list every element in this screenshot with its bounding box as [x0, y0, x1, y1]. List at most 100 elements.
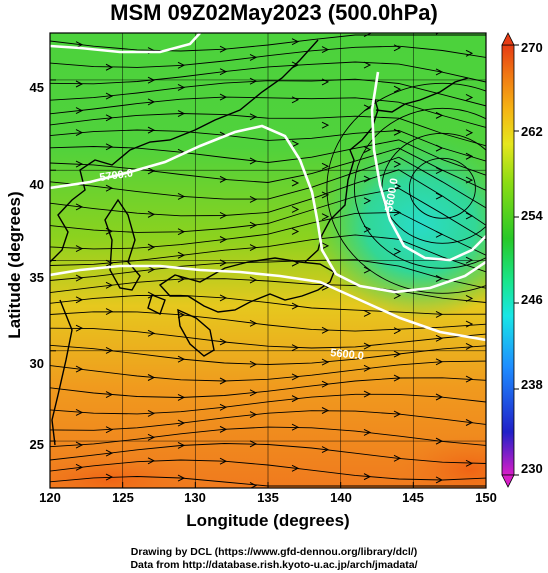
colorbar-tick-label: 262 [521, 124, 543, 139]
colorbar [501, 44, 515, 476]
wind-arrowhead [291, 423, 300, 431]
wind-arrowhead [435, 275, 444, 282]
wind-arrowhead [321, 380, 330, 388]
wind-arrowhead [363, 342, 372, 350]
wind-arrowhead [147, 167, 156, 175]
wind-arrowhead [291, 96, 300, 104]
wind-arrowhead [291, 228, 300, 235]
wind-arrowhead [147, 210, 156, 218]
wind-arrowhead [147, 433, 156, 441]
wind-arrowhead [177, 84, 186, 91]
colorbar-tick-marks [514, 44, 519, 476]
wind-arrowhead [75, 463, 84, 471]
cyclone-streamline [408, 157, 476, 219]
wind-arrowhead [219, 93, 228, 101]
wind-arrowhead [177, 419, 186, 427]
wind-arrowhead [219, 338, 228, 346]
wind-arrowhead [393, 248, 402, 255]
wind-arrowhead [177, 192, 186, 200]
wind-arrowhead [321, 46, 330, 54]
wind-arrowhead [465, 176, 474, 184]
wind-arrowhead [249, 440, 258, 448]
wind-arrowhead [393, 160, 402, 168]
wind-arrowhead [75, 203, 84, 211]
wind-arrowhead [249, 113, 258, 121]
wind-arrowhead [75, 245, 84, 253]
wind-arrowhead [291, 38, 300, 46]
wind-arrowhead [393, 327, 402, 335]
wind-arrowhead [219, 377, 228, 385]
wind-arrowhead [219, 425, 228, 433]
x-tick-label: 150 [475, 490, 497, 505]
wind-arrowhead [363, 473, 372, 481]
wind-arrowhead [147, 98, 156, 106]
wind-arrowhead [219, 212, 228, 219]
data-credit: Data from http://database.rish.kyoto-u.a… [130, 559, 418, 571]
contour-label-3: 5600.0 [330, 347, 365, 362]
wind-arrowhead [75, 365, 84, 373]
wind-arrowhead [393, 85, 402, 93]
y-tick-label: 45 [29, 80, 44, 95]
wind-arrowhead [435, 68, 444, 76]
wind-arrowhead [393, 454, 402, 462]
wind-arrowhead [393, 374, 402, 382]
drawing-credit: Drawing by DCL (https://www.gfd-dennou.o… [130, 546, 418, 558]
y-tick-label: 35 [29, 270, 44, 285]
wind-arrowhead [465, 459, 474, 467]
y-tick-label: 25 [29, 437, 44, 452]
wind-arrowhead [249, 276, 258, 284]
wind-arrowhead [363, 428, 372, 436]
wind-arrowhead [219, 45, 228, 53]
cyclone-streamline [326, 82, 486, 294]
colorbar-max-arrow [501, 32, 515, 46]
wind-arrowhead [363, 197, 372, 205]
wind-arrowhead [105, 259, 114, 267]
wind-arrowhead [363, 146, 372, 154]
wind-arrowhead [147, 126, 156, 134]
wind-arrowhead [321, 213, 330, 221]
wind-arrowhead [291, 344, 300, 352]
wind-arrowhead [465, 212, 474, 220]
wind-arrowhead [105, 143, 114, 151]
wind-arrowhead [147, 409, 156, 417]
height-contours [50, 33, 486, 342]
wind-arrowhead [75, 129, 84, 137]
wind-arrowhead [249, 244, 258, 251]
wind-arrowhead [393, 44, 402, 52]
wind-arrowhead [249, 360, 258, 368]
wind-arrowhead [249, 53, 258, 61]
wind-arrowhead [105, 281, 114, 289]
wind-arrowhead [291, 179, 300, 187]
wind-arrowhead [177, 228, 186, 236]
wind-arrowhead [363, 310, 372, 317]
wind-arrowhead [105, 92, 114, 100]
wind-arrowhead [105, 449, 114, 457]
x-axis-label: Longitude (degrees) [186, 511, 350, 530]
cyclone-streamline [353, 107, 486, 269]
colorbar-tick-label: 238 [521, 377, 543, 392]
wind-arrowhead [435, 111, 444, 119]
wind-arrowhead [249, 221, 258, 229]
wind-arrowhead [291, 205, 300, 213]
wind-arrowhead [393, 410, 402, 418]
wind-arrowhead [465, 342, 474, 350]
x-tick-label: 125 [112, 490, 134, 505]
wind-arrowhead [363, 390, 372, 398]
cold-core [310, 130, 486, 320]
wind-arrowhead [105, 308, 114, 315]
wind-arrowhead [219, 259, 228, 267]
wind-arrowhead [75, 409, 84, 416]
wind-arrowhead [249, 411, 258, 418]
wind-arrowhead [75, 107, 84, 115]
wind-arrowhead [219, 294, 228, 302]
wind-arrowhead [147, 457, 156, 465]
colorbar-min-arrow [501, 474, 515, 488]
wind-arrowhead [177, 61, 186, 69]
wind-arrowhead [291, 373, 300, 381]
x-tick-label: 145 [402, 490, 424, 505]
y-axis-label: Latitude (degrees) [5, 191, 24, 339]
wind-arrowhead [393, 292, 402, 300]
map-title: MSM 09Z02May2023 (500.0hPa) [110, 0, 438, 25]
wind-arrowhead [465, 152, 474, 160]
colorbar-tick-label: 246 [521, 292, 543, 307]
